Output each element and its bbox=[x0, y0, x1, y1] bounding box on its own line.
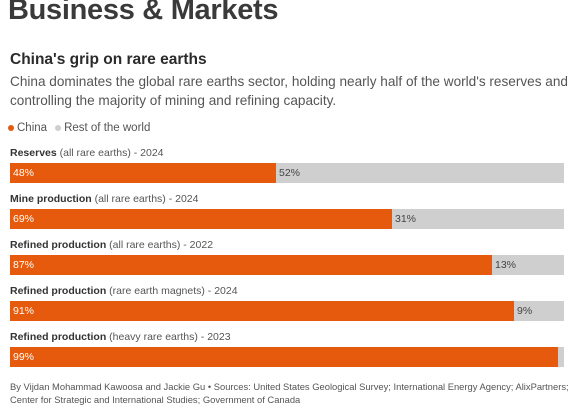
row-label-detail: (all rare earths) - 2024 bbox=[91, 193, 199, 205]
bar-label-rest: 52% bbox=[279, 167, 301, 179]
bar-segment-china bbox=[10, 209, 392, 229]
bar-label-china: 87% bbox=[13, 259, 35, 271]
row-label: Refined production (all rare earths) - 2… bbox=[10, 238, 213, 252]
row-label-detail: (heavy rare earths) - 2023 bbox=[106, 331, 231, 343]
bar-track: 91% 9% bbox=[10, 301, 564, 321]
bar-label-china: 69% bbox=[13, 213, 35, 225]
row-label-metric: Refined production bbox=[10, 331, 107, 343]
legend-label-china: China bbox=[17, 122, 48, 134]
bar-label-rest: 9% bbox=[517, 305, 533, 317]
chart-title: China's grip on rare earths bbox=[10, 51, 207, 68]
legend-dot-china bbox=[8, 125, 14, 131]
chart-subtitle: China dominates the global rare earths s… bbox=[10, 74, 568, 108]
legend-item-china: China bbox=[8, 121, 47, 135]
chart-row: Mine production (all rare earths) - 2024… bbox=[10, 192, 564, 232]
row-label-metric: Refined production bbox=[10, 239, 107, 251]
chart-row: Refined production (all rare earths) - 2… bbox=[10, 238, 564, 278]
bar-segment-china bbox=[10, 163, 276, 183]
bar-segment-china bbox=[10, 347, 558, 367]
chart-row: Reserves (all rare earths) - 2024 48% 52% bbox=[10, 146, 564, 186]
row-label-detail: (all rare earths) - 2024 bbox=[56, 147, 164, 159]
bar-segment-china bbox=[10, 301, 514, 321]
bar-label-china: 48% bbox=[13, 167, 35, 179]
row-label-metric: Reserves bbox=[10, 147, 57, 159]
bar-segment-rest bbox=[276, 163, 564, 183]
bar-track: 69% 31% bbox=[10, 209, 564, 229]
row-label: Mine production (all rare earths) - 2024 bbox=[10, 192, 198, 206]
legend-dot-rest bbox=[55, 125, 62, 131]
bar-segment-china bbox=[10, 255, 492, 275]
legend-label-rest: Rest of the world bbox=[64, 122, 151, 134]
bar-segment-rest bbox=[492, 255, 564, 275]
bar-track: 87% 13% bbox=[10, 255, 564, 275]
row-label: Refined production (rare earth magnets) … bbox=[10, 284, 238, 298]
row-label-metric: Mine production bbox=[10, 193, 92, 205]
footer-credits: By Vijdan Mohammad Kawoosa and Jackie Gu… bbox=[10, 381, 569, 405]
row-label: Refined production (heavy rare earths) -… bbox=[10, 330, 231, 344]
row-label-detail: (rare earth magnets) - 2024 bbox=[106, 285, 238, 297]
row-label-metric: Refined production bbox=[10, 285, 107, 297]
bar-segment-rest bbox=[558, 347, 564, 367]
bar-label-rest: 31% bbox=[395, 213, 417, 225]
row-label: Reserves (all rare earths) - 2024 bbox=[10, 146, 164, 160]
bar-segment-rest bbox=[514, 301, 564, 321]
bar-label-rest: 13% bbox=[495, 259, 517, 271]
chart-row: Refined production (rare earth magnets) … bbox=[10, 284, 564, 324]
masthead-title: Business & Markets bbox=[8, 0, 279, 26]
bar-segment-rest bbox=[392, 209, 564, 229]
legend: China Rest of the world bbox=[8, 121, 158, 135]
chart-row: Refined production (heavy rare earths) -… bbox=[10, 330, 564, 370]
bar-track: 48% 52% bbox=[10, 163, 564, 183]
bar-label-china: 91% bbox=[13, 305, 35, 317]
bar-label-china: 99% bbox=[13, 351, 35, 363]
row-label-detail: (all rare earths) - 2022 bbox=[106, 239, 214, 251]
bar-track: 99% bbox=[10, 347, 564, 367]
legend-item-rest: Rest of the world bbox=[55, 121, 150, 135]
